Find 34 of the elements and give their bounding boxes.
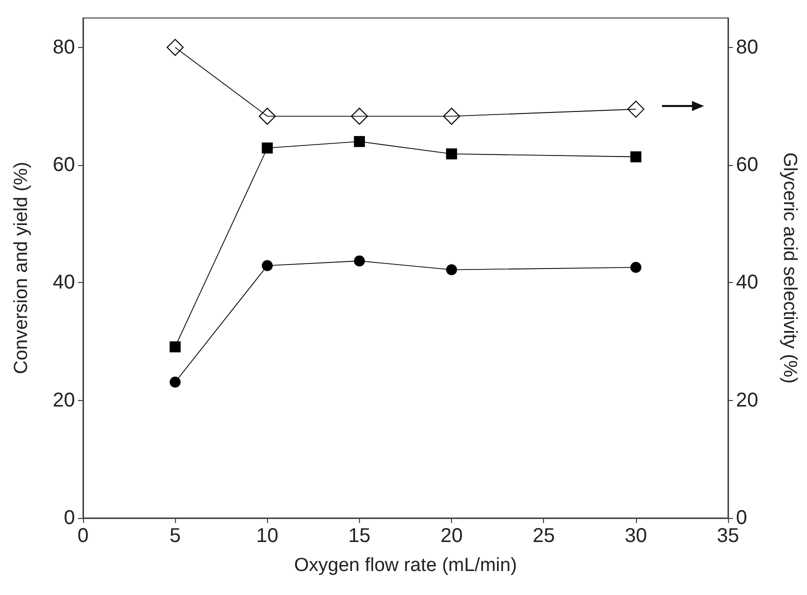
point [443, 108, 460, 125]
point [166, 38, 184, 56]
point [630, 151, 642, 162]
x-tick-label: 20 [440, 525, 463, 547]
point [630, 262, 642, 273]
point [446, 264, 458, 276]
point [170, 341, 181, 352]
y2-axis-title: Glyceric acid selectivity (%) [779, 152, 800, 384]
y-tick-label: 40 [52, 272, 75, 294]
point [170, 376, 181, 388]
point [354, 255, 365, 266]
point [258, 108, 276, 125]
y-tick-label: 80 [52, 36, 75, 58]
point [354, 136, 365, 148]
point [262, 142, 273, 154]
y2-tick-label: 20 [736, 389, 758, 412]
x-tick-label: 25 [532, 525, 555, 547]
y-tick-label: 20 [52, 389, 75, 412]
x-tick-label: 0 [77, 525, 89, 547]
y-tick-label: 60 [52, 154, 75, 176]
x-axis-title: Oxygen flow rate (mL/min) [294, 555, 517, 576]
point [627, 100, 644, 118]
point [350, 108, 368, 125]
x-tick-label: 30 [624, 525, 647, 547]
x-tick-label: 10 [256, 525, 278, 547]
point [262, 260, 273, 272]
y2-tick-label: 80 [736, 36, 758, 58]
y2-tick-label: 40 [736, 272, 758, 294]
x-tick-label: 5 [170, 525, 181, 547]
y-axis-title: Conversion and yield (%) [11, 162, 32, 374]
y2-tick-label: 60 [736, 154, 758, 176]
x-tick-label: 15 [348, 525, 371, 547]
y-tick-label: 0 [64, 507, 75, 529]
point [446, 148, 458, 160]
